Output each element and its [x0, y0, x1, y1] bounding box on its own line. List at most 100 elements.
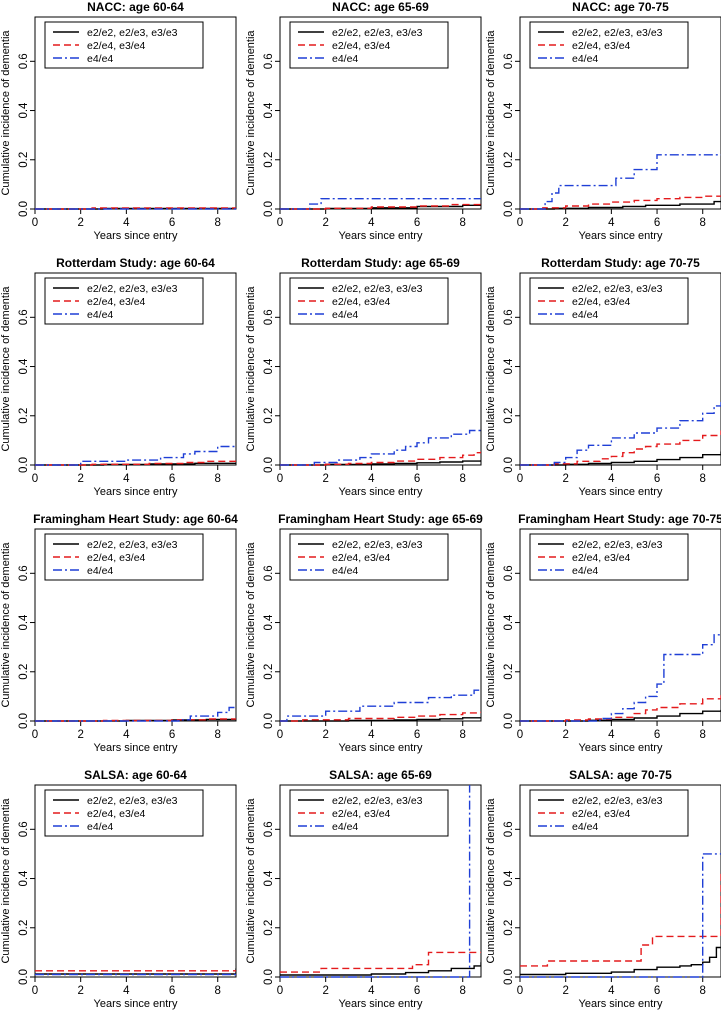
x-tick-label: 0 — [517, 985, 523, 997]
x-tick-label: 0 — [277, 985, 283, 997]
y-tick-label: 0.6 — [263, 565, 275, 581]
y-tick-label: 0.6 — [503, 53, 515, 69]
x-tick-label: 0 — [517, 729, 523, 741]
y-tick-label: 0.6 — [263, 309, 275, 325]
chart-panel-svg: Framingham Heart Study: age 65-69 0.0 0.2 0… — [245, 512, 483, 754]
panel-title: Rotterdam Study: age 60-64 — [56, 256, 215, 270]
panel-title: SALSA: age 70-75 — [569, 768, 672, 782]
x-axis-label: Years since entry — [579, 742, 663, 754]
legend-label: e2/e2, e2/e3, e3/e3 — [87, 27, 178, 39]
plot-frame — [279, 16, 482, 210]
y-tick-label: 0.0 — [263, 457, 275, 473]
x-tick-label: 6 — [414, 729, 420, 741]
x-tick-label: 2 — [562, 985, 568, 997]
y-tick-label: 0.0 — [18, 713, 30, 729]
x-tick-label: 8 — [215, 985, 221, 997]
x-tick-label: 2 — [562, 217, 568, 229]
chart-panel: NACC: age 65-69 0.0 0.2 0.4 0.6 0 2 4 6 8 Years si… — [245, 0, 485, 256]
x-tick-label: 6 — [414, 473, 420, 485]
x-tick-label: 2 — [322, 473, 328, 485]
legend-label: e2/e4, e3/e4 — [332, 40, 391, 52]
y-tick-label: 0.6 — [263, 821, 275, 837]
plot-frame — [519, 272, 721, 466]
x-tick-label: 6 — [414, 217, 420, 229]
y-tick-label: 0.2 — [18, 920, 30, 936]
x-tick-label: 8 — [700, 473, 706, 485]
chart-panel: NACC: age 70-75 0.0 0.2 0.4 0.6 0 2 4 6 8 Years si… — [485, 0, 721, 256]
x-tick-label: 4 — [368, 217, 375, 229]
x-tick-label: 4 — [123, 473, 130, 485]
y-tick-label: 0.6 — [263, 53, 275, 69]
x-tick-label: 8 — [215, 729, 221, 741]
series-line-1 — [520, 946, 721, 976]
legend-label: e2/e4, e3/e4 — [332, 808, 391, 820]
x-tick-label: 2 — [322, 217, 328, 229]
x-tick-label: 8 — [460, 217, 466, 229]
chart-panel: Framingham Heart Study: age 60-64 0.0 0.2 0… — [0, 512, 240, 768]
legend-label: e4/e4 — [572, 565, 598, 577]
x-tick-label: 4 — [123, 217, 130, 229]
x-tick-label: 0 — [32, 473, 38, 485]
chart-panel-svg: NACC: age 70-75 0.0 0.2 0.4 0.6 0 2 4 6 8 Years si… — [485, 0, 721, 242]
y-tick-label: 0.2 — [263, 664, 275, 680]
x-tick-label: 2 — [77, 985, 83, 997]
x-tick-label: 2 — [77, 473, 83, 485]
y-tick-label: 0.4 — [18, 358, 30, 375]
y-tick-label: 0.4 — [503, 102, 515, 119]
chart-panel-svg: Framingham Heart Study: age 70-75 0.0 0.2 0… — [485, 512, 721, 754]
y-tick-label: 0.2 — [18, 408, 30, 424]
series-line-3 — [520, 853, 721, 978]
panel-title: Framingham Heart Study: age 65-69 — [278, 512, 483, 526]
panel-title: NACC: age 65-69 — [332, 0, 429, 14]
x-tick-label: 2 — [322, 729, 328, 741]
plot-frame — [519, 16, 721, 210]
x-tick-label: 6 — [169, 985, 175, 997]
series-group — [35, 968, 236, 976]
series-line-1 — [520, 200, 721, 210]
x-tick-label: 4 — [608, 729, 615, 741]
y-tick-label: 0.0 — [18, 201, 30, 217]
legend-label: e2/e4, e3/e4 — [87, 296, 146, 308]
panel-title: Rotterdam Study: age 65-69 — [301, 256, 460, 270]
series-line-2 — [520, 695, 721, 722]
y-tick-label: 0.2 — [18, 152, 30, 168]
panel-title: Rotterdam Study: age 70-75 — [541, 256, 700, 270]
legend-box — [44, 277, 204, 325]
x-tick-label: 8 — [700, 217, 706, 229]
series-line-1 — [520, 451, 721, 466]
chart-panel: SALSA: age 60-64 0.0 0.2 0.4 0.6 0 2 4 6 8 Years s… — [0, 768, 240, 1024]
y-tick-label: 0.2 — [263, 408, 275, 424]
x-axis-label: Years since entry — [94, 486, 178, 498]
x-tick-label: 8 — [215, 217, 221, 229]
series-group — [520, 401, 721, 466]
legend-label: e2/e2, e2/e3, e3/e3 — [332, 539, 423, 551]
y-tick-label: 0.6 — [18, 309, 30, 325]
y-tick-label: 0.4 — [503, 358, 515, 375]
series-group — [35, 706, 236, 722]
panel-title: Framingham Heart Study: age 60-64 — [33, 512, 238, 526]
x-tick-label: 4 — [123, 985, 130, 997]
y-axis-label: Cumulative incidence of dementia — [485, 30, 497, 196]
x-tick-label: 0 — [32, 985, 38, 997]
x-tick-label: 8 — [215, 473, 221, 485]
chart-panel-svg: Rotterdam Study: age 60-64 0.0 0.2 0.4 0.6 0 2… — [0, 256, 237, 498]
legend-box — [44, 533, 204, 581]
y-tick-label: 0.2 — [503, 408, 515, 424]
x-tick-label: 6 — [654, 473, 660, 485]
chart-panel: Rotterdam Study: age 65-69 0.0 0.2 0.4 0.6 0 2… — [245, 256, 485, 512]
x-tick-label: 2 — [562, 473, 568, 485]
x-tick-label: 4 — [123, 729, 130, 741]
chart-panel-svg: SALSA: age 60-64 0.0 0.2 0.4 0.6 0 2 4 6 8 Years s… — [0, 768, 237, 1010]
legend-label: e2/e4, e3/e4 — [572, 552, 631, 564]
x-tick-label: 6 — [654, 217, 660, 229]
y-tick-label: 0.4 — [263, 870, 275, 887]
x-axis-label: Years since entry — [579, 998, 663, 1010]
x-axis-label: Years since entry — [94, 998, 178, 1010]
y-tick-label: 0.2 — [503, 920, 515, 936]
y-tick-label: 0.4 — [18, 102, 30, 119]
series-group — [35, 445, 236, 466]
y-axis-label: Cumulative incidence of dementia — [0, 542, 12, 708]
y-tick-label: 0.0 — [263, 201, 275, 217]
y-axis-label: Cumulative incidence of dementia — [485, 286, 497, 452]
y-tick-label: 0.0 — [503, 969, 515, 985]
